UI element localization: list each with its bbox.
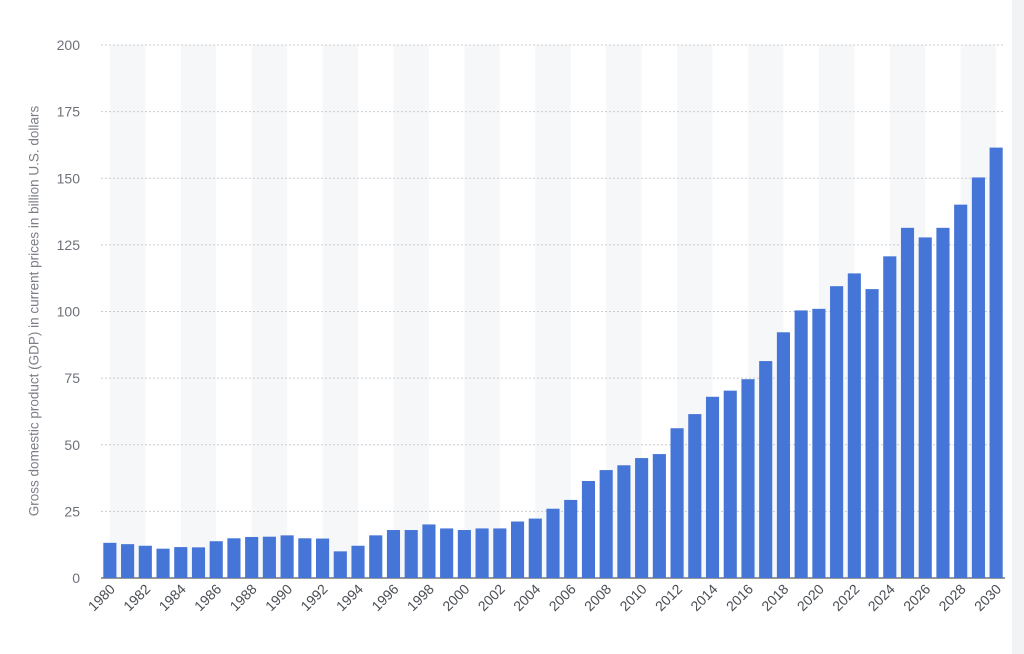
bar-2022	[847, 273, 861, 578]
bar-2009	[617, 465, 631, 578]
x-tick-label: 1998	[404, 581, 437, 614]
bar-1984	[174, 547, 188, 578]
y-tick-label: 0	[72, 570, 80, 586]
bar-1987	[227, 538, 241, 578]
x-tick-label: 1980	[85, 581, 118, 614]
x-tick-label: 2022	[829, 581, 862, 614]
x-tick-label: 1992	[297, 581, 330, 614]
x-tick-label: 1988	[226, 581, 259, 614]
bar-1993	[333, 551, 347, 578]
x-tick-label: 2002	[475, 581, 508, 614]
bar-2005	[546, 508, 560, 578]
bar-1995	[369, 535, 383, 578]
x-tick-label: 2030	[971, 581, 1004, 614]
y-tick-label: 75	[64, 370, 80, 386]
x-tick-label: 2008	[581, 581, 614, 614]
x-axis-tick-labels: 1980 1982 1984 1986 1988 1990 1992 1994 1996 1998…	[85, 581, 1005, 614]
x-tick-label: 1990	[262, 581, 295, 614]
x-tick-label: 1994	[333, 581, 366, 614]
bar-2015	[723, 390, 737, 578]
bar-2016	[741, 379, 755, 578]
y-tick-label: 175	[57, 104, 81, 120]
x-tick-label: 2012	[652, 581, 685, 614]
page-edge	[1012, 0, 1024, 654]
bar-2007	[581, 480, 596, 578]
bar-2025	[900, 227, 915, 578]
y-tick-label: 50	[64, 437, 80, 453]
bar-1988	[245, 536, 259, 578]
x-tick-label: 2006	[546, 581, 579, 614]
y-axis-label-container: Gross domestic product (GDP) in current …	[0, 0, 60, 654]
background-band	[322, 45, 359, 578]
background-band	[393, 45, 429, 578]
y-axis-tick-labels: 0 25 50 75 100 125 150 175 200	[57, 37, 81, 586]
bar-2001	[475, 528, 489, 578]
bar-1996	[386, 530, 401, 578]
bar-1989	[262, 536, 276, 578]
bar-2019	[794, 310, 808, 578]
bar-2003	[510, 521, 525, 578]
x-tick-label: 2026	[900, 581, 933, 614]
bar-2030	[989, 147, 1003, 579]
bar-1980	[103, 542, 117, 578]
bar-2008	[599, 470, 613, 578]
bar-1994	[351, 545, 365, 578]
bar-1997	[404, 530, 418, 578]
y-tick-label: 150	[57, 170, 81, 186]
bar-2018	[776, 332, 790, 578]
x-tick-label: 1986	[191, 581, 224, 614]
bar-2029	[971, 177, 985, 578]
bar-1981	[121, 544, 135, 578]
bar-2011	[652, 454, 666, 578]
x-tick-label: 2014	[687, 581, 720, 614]
bar-2017	[759, 361, 773, 578]
x-tick-label: 1996	[368, 581, 401, 614]
bar-1998	[422, 524, 436, 578]
bar-2002	[493, 528, 507, 578]
y-tick-label: 125	[57, 237, 81, 253]
y-tick-label: 25	[64, 503, 80, 519]
bars	[103, 147, 1003, 579]
bar-1999	[440, 528, 454, 578]
bar-2013	[688, 414, 702, 578]
y-tick-label: 200	[57, 37, 81, 53]
bar-2028	[954, 204, 968, 579]
bar-2026	[918, 237, 932, 578]
x-tick-label: 2028	[935, 581, 968, 614]
bar-2020	[812, 308, 826, 578]
bar-2014	[705, 396, 720, 578]
bar-2024	[883, 256, 897, 578]
x-tick-label: 2004	[510, 581, 543, 614]
bar-2021	[830, 286, 844, 578]
bar-1982	[138, 545, 152, 578]
bar-2004	[528, 518, 542, 578]
x-tick-label: 1982	[120, 581, 153, 614]
background-band	[109, 45, 146, 578]
y-axis-label: Gross domestic product (GDP) in current …	[26, 105, 42, 517]
bar-2012	[670, 428, 684, 578]
x-tick-label: 2018	[758, 581, 791, 614]
bar-1985	[191, 547, 206, 578]
x-tick-label: 1984	[156, 581, 189, 614]
bar-1986	[209, 541, 223, 578]
bar-2006	[564, 499, 578, 578]
x-tick-label: 2000	[439, 581, 472, 614]
x-tick-label: 2020	[794, 581, 827, 614]
x-tick-label: 2016	[723, 581, 756, 614]
bar-2023	[865, 289, 879, 578]
bar-2000	[457, 530, 471, 578]
bar-1992	[316, 538, 330, 578]
x-tick-label: 2010	[616, 581, 649, 614]
bar-1990	[280, 535, 294, 578]
bar-2027	[936, 227, 950, 578]
bar-1991	[298, 538, 312, 578]
x-tick-label: 2024	[865, 581, 898, 614]
bar-2010	[635, 458, 649, 578]
y-tick-label: 100	[57, 304, 81, 320]
bar-1983	[156, 548, 170, 578]
